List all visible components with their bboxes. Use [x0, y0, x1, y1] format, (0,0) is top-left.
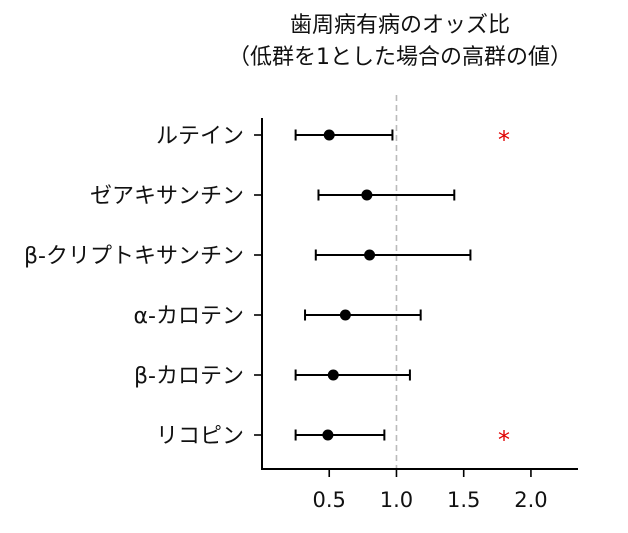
x-tick-label: 1.0 — [380, 488, 413, 512]
chart-subtitle: （低群を1とした場合の高群の値） — [228, 45, 572, 70]
x-tick-label: 2.0 — [514, 488, 547, 512]
significance-marker: * — [498, 126, 510, 154]
significance-marker: * — [498, 426, 510, 454]
odds-ratio-point — [323, 129, 335, 141]
row-label: リコピン — [156, 424, 244, 449]
odds-ratio-point — [361, 189, 373, 201]
row-label: α-カロテン — [134, 304, 244, 329]
chart-title-block: 歯周病有病のオッズ比 （低群を1とした場合の高群の値） — [150, 10, 628, 74]
row-label: β-カロテン — [134, 364, 244, 389]
x-tick-label: 0.5 — [313, 488, 346, 512]
row-label: β-クリプトキサンチン — [24, 244, 244, 269]
odds-ratio-point — [339, 309, 351, 321]
odds-ratio-point — [364, 249, 376, 261]
odds-ratio-point — [322, 429, 334, 441]
chart-title: 歯周病有病のオッズ比 — [289, 13, 510, 38]
row-label: ルテイン — [156, 124, 244, 149]
x-tick-label: 1.5 — [447, 488, 480, 512]
row-label: ゼアキサンチン — [90, 184, 244, 209]
odds-ratio-point — [327, 369, 339, 381]
